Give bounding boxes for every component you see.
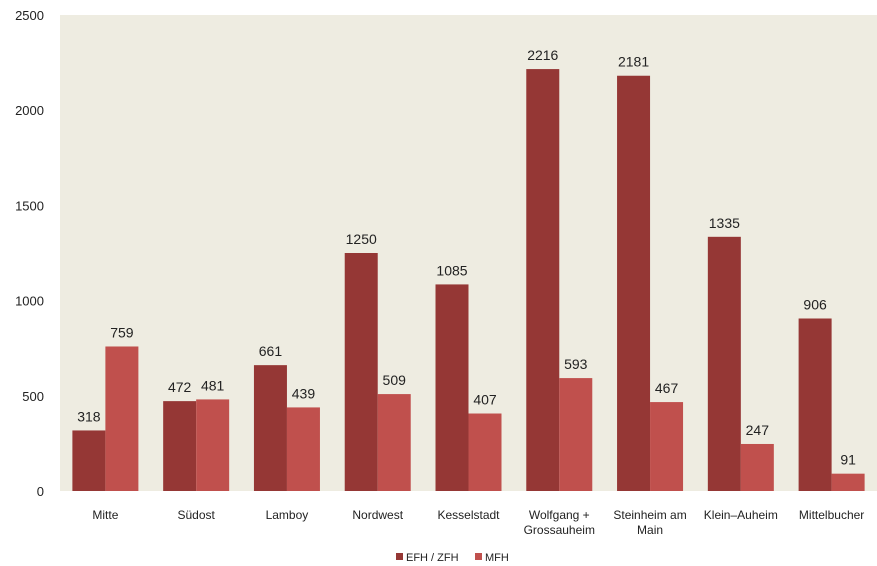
x-tick-label: Mitte xyxy=(92,508,118,522)
x-tick-label: Lamboy xyxy=(266,508,309,522)
data-label: 318 xyxy=(77,408,101,424)
data-label: 2181 xyxy=(618,54,649,70)
bar-efh-zfh xyxy=(617,75,651,491)
bar-efh-zfh xyxy=(344,253,378,491)
bar-efh-zfh xyxy=(798,318,832,491)
legend-label: MFH xyxy=(485,552,509,564)
data-label: 1085 xyxy=(436,262,467,278)
bar-efh-zfh xyxy=(163,401,197,491)
legend-swatch xyxy=(396,553,403,560)
bar-efh-zfh xyxy=(707,236,741,491)
data-label: 472 xyxy=(168,379,192,395)
bar-mfh xyxy=(105,346,139,491)
x-tick-label: Mittelbucher xyxy=(799,508,864,522)
bar-efh-zfh xyxy=(72,430,106,491)
x-tick-label: Kesselstadt xyxy=(437,508,500,522)
y-axis: 0 500 1000 1500 2000 2500 xyxy=(15,8,44,499)
data-label: 661 xyxy=(259,343,283,359)
y-tick-label: 1000 xyxy=(15,294,44,309)
data-label: 91 xyxy=(840,452,856,468)
y-tick-label: 0 xyxy=(37,484,44,499)
bar-mfh xyxy=(831,473,865,491)
y-tick-label: 1500 xyxy=(15,198,44,213)
x-tick-label: Nordwest xyxy=(352,508,403,522)
data-label: 1250 xyxy=(346,231,377,247)
legend-swatch xyxy=(475,553,482,560)
x-tick-label: Wolfgang + Grossauheim xyxy=(524,508,595,537)
data-label: 1335 xyxy=(709,215,740,231)
legend-label: EFH / ZFH xyxy=(406,552,459,564)
data-label: 481 xyxy=(201,377,225,393)
bar-mfh xyxy=(286,407,320,491)
y-tick-label: 2000 xyxy=(15,103,44,118)
x-tick-label: Klein–Auheim xyxy=(704,508,778,522)
bar-mfh xyxy=(740,443,774,491)
y-tick-label: 500 xyxy=(22,389,44,404)
bar-mfh xyxy=(650,402,684,491)
bars xyxy=(72,69,865,491)
data-label: 247 xyxy=(746,422,770,438)
data-labels: 318 759 472 481 661 439 1250 509 1085 407 2216 593 2… xyxy=(77,47,856,468)
data-label: 407 xyxy=(473,392,497,408)
data-label: 759 xyxy=(110,324,134,340)
bar-efh-zfh xyxy=(253,365,287,491)
x-tick-label: Steinheim am Main xyxy=(613,508,686,537)
x-tick-label: Südost xyxy=(177,508,215,522)
bar-efh-zfh xyxy=(526,69,560,491)
x-axis: Mitte Südost Lamboy Nordwest Kesselstadt Wolf… xyxy=(92,508,864,537)
data-label: 467 xyxy=(655,380,679,396)
bar-efh-zfh xyxy=(435,284,469,491)
bar-mfh xyxy=(196,399,230,491)
legend: EFH / ZFH MFH xyxy=(396,552,509,564)
data-label: 593 xyxy=(564,356,588,372)
data-label: 906 xyxy=(803,296,827,312)
y-tick-label: 2500 xyxy=(15,8,44,23)
bar-mfh xyxy=(377,394,411,491)
data-label: 509 xyxy=(383,372,407,388)
bar-mfh xyxy=(559,378,593,491)
bar-mfh xyxy=(468,413,502,491)
data-label: 2216 xyxy=(527,47,558,63)
data-label: 439 xyxy=(292,385,316,401)
